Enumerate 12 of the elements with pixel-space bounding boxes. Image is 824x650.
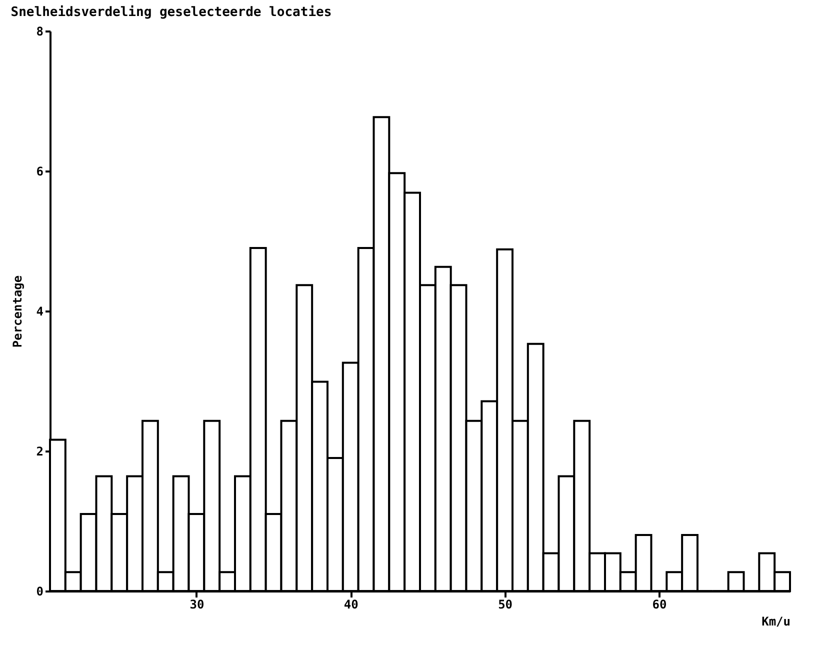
y-tick-label: 8 bbox=[36, 24, 44, 38]
y-tick-label: 2 bbox=[36, 444, 44, 458]
x-axis-title: Km/u bbox=[762, 614, 790, 628]
chart-title: Snelheidsverdeling geselecteerde locaties bbox=[10, 5, 332, 20]
y-tick-label: 6 bbox=[36, 164, 44, 178]
y-tick-label: 4 bbox=[36, 304, 44, 318]
x-tick-label: 40 bbox=[344, 598, 358, 612]
x-tick-label: 60 bbox=[652, 598, 667, 612]
y-tick-label: 0 bbox=[36, 584, 44, 598]
x-tick-label: 50 bbox=[498, 598, 513, 612]
y-axis-title: Percentage bbox=[10, 275, 24, 348]
x-tick-label: 30 bbox=[190, 598, 204, 612]
